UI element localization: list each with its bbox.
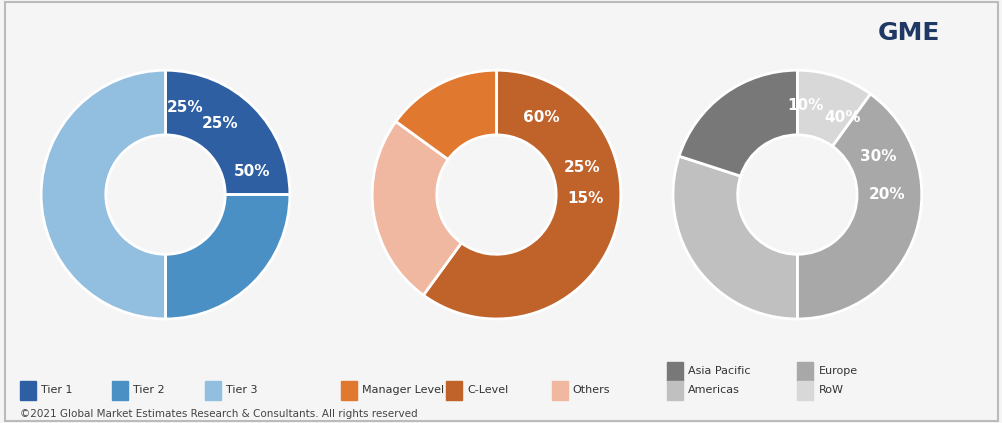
- Text: Tier 3: Tier 3: [225, 385, 257, 395]
- Text: Americas: Americas: [687, 385, 739, 395]
- Text: 60%: 60%: [522, 110, 559, 124]
- Text: Asia Pacific: Asia Pacific: [687, 366, 749, 376]
- Text: GME: GME: [877, 21, 939, 45]
- Wedge shape: [672, 156, 797, 319]
- Text: RoW: RoW: [818, 385, 843, 395]
- Wedge shape: [396, 70, 496, 159]
- Text: 40%: 40%: [823, 110, 860, 124]
- Text: 25%: 25%: [166, 100, 203, 115]
- Text: 20%: 20%: [868, 187, 905, 202]
- Wedge shape: [423, 70, 620, 319]
- Text: 50%: 50%: [233, 164, 270, 179]
- Text: 10%: 10%: [787, 98, 823, 113]
- Text: C-Level: C-Level: [467, 385, 508, 395]
- Wedge shape: [165, 195, 290, 319]
- Text: Manager Level: Manager Level: [362, 385, 444, 395]
- Text: 25%: 25%: [201, 116, 238, 131]
- Text: 15%: 15%: [567, 191, 603, 206]
- Wedge shape: [797, 70, 870, 146]
- Text: ©2021 Global Market Estimates Research & Consultants. All rights reserved: ©2021 Global Market Estimates Research &…: [20, 409, 417, 419]
- Text: Others: Others: [572, 385, 609, 395]
- Wedge shape: [41, 70, 165, 319]
- Text: Tier 2: Tier 2: [133, 385, 165, 395]
- Wedge shape: [797, 94, 921, 319]
- Wedge shape: [165, 70, 290, 195]
- Wedge shape: [678, 70, 797, 176]
- Text: Europe: Europe: [818, 366, 857, 376]
- Wedge shape: [372, 121, 461, 295]
- Text: Tier 1: Tier 1: [41, 385, 72, 395]
- Text: 30%: 30%: [860, 149, 896, 164]
- Text: 25%: 25%: [563, 160, 599, 175]
